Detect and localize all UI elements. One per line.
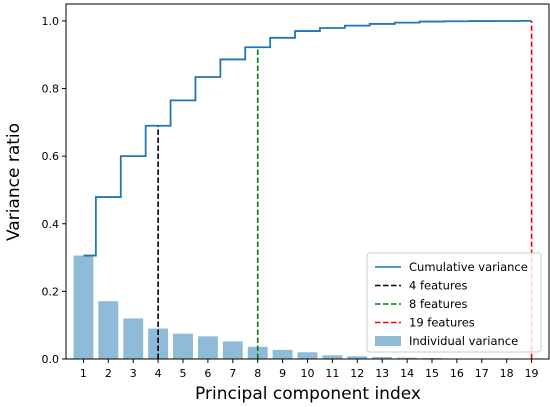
x-tick-label: 18 xyxy=(500,367,514,380)
bar-pc-2 xyxy=(98,301,119,359)
y-tick-label: 0.0 xyxy=(42,353,60,366)
x-tick-label: 2 xyxy=(105,367,112,380)
bar-pc-9 xyxy=(272,349,293,359)
legend-label: 19 features xyxy=(409,316,475,330)
legend-label: Individual variance xyxy=(409,334,518,348)
bar-pc-6 xyxy=(197,336,218,359)
bar-pc-7 xyxy=(222,341,243,359)
bar-pc-14 xyxy=(397,357,418,359)
x-tick-label: 8 xyxy=(254,367,261,380)
x-tick-label: 3 xyxy=(130,367,137,380)
x-tick-label: 9 xyxy=(279,367,286,380)
bar-pc-11 xyxy=(322,355,343,359)
y-tick-label: 0.2 xyxy=(42,285,60,298)
bar-pc-5 xyxy=(173,333,193,359)
x-tick-label: 6 xyxy=(204,367,211,380)
x-ticks-group: 1 2 3 4 5 6 7 8 9 10 11 12 13 14 15 16 17 18 19 xyxy=(80,359,539,380)
x-tick-label: 4 xyxy=(155,367,162,380)
y-axis-label: Variance ratio xyxy=(4,123,24,241)
x-tick-label: 15 xyxy=(425,367,439,380)
x-tick-label: 19 xyxy=(525,367,539,380)
x-tick-label: 13 xyxy=(375,367,389,380)
x-tick-label: 16 xyxy=(450,367,464,380)
x-tick-label: 10 xyxy=(301,367,315,380)
cumulative-variance-line xyxy=(83,20,532,257)
y-tick-label: 1.0 xyxy=(42,15,60,28)
bar-pc-15 xyxy=(422,357,442,359)
legend-swatch xyxy=(375,336,401,346)
bar-pc-13 xyxy=(372,356,393,359)
bar-pc-8 xyxy=(247,346,268,359)
legend-label: Cumulative variance xyxy=(409,260,528,274)
y-tick-label: 0.4 xyxy=(42,218,60,231)
bar-pc-10 xyxy=(297,352,318,359)
bar-pc-1 xyxy=(73,255,94,359)
legend-label: 4 features xyxy=(409,279,467,293)
bar-pc-4 xyxy=(148,328,169,359)
x-tick-label: 12 xyxy=(350,367,364,380)
x-tick-label: 7 xyxy=(229,367,236,380)
cumulative-line-group xyxy=(83,20,532,257)
y-ticks-group: 0.0 0.2 0.4 0.6 0.8 1.0 xyxy=(42,15,66,366)
bars-group xyxy=(73,255,542,359)
x-tick-label: 1 xyxy=(80,367,87,380)
legend: Cumulative variance 4 features 8 features 1… xyxy=(366,252,542,353)
x-tick-label: 14 xyxy=(400,367,414,380)
bar-pc-3 xyxy=(123,318,144,359)
x-tick-label: 5 xyxy=(180,367,187,380)
y-tick-label: 0.6 xyxy=(42,150,60,163)
x-tick-label: 17 xyxy=(475,367,489,380)
y-tick-label: 0.8 xyxy=(42,83,60,96)
bar-pc-12 xyxy=(347,356,368,359)
legend-box xyxy=(366,252,542,353)
x-axis-label: Principal component index xyxy=(195,384,421,404)
legend-label: 8 features xyxy=(409,297,467,311)
x-tick-label: 11 xyxy=(325,367,339,380)
